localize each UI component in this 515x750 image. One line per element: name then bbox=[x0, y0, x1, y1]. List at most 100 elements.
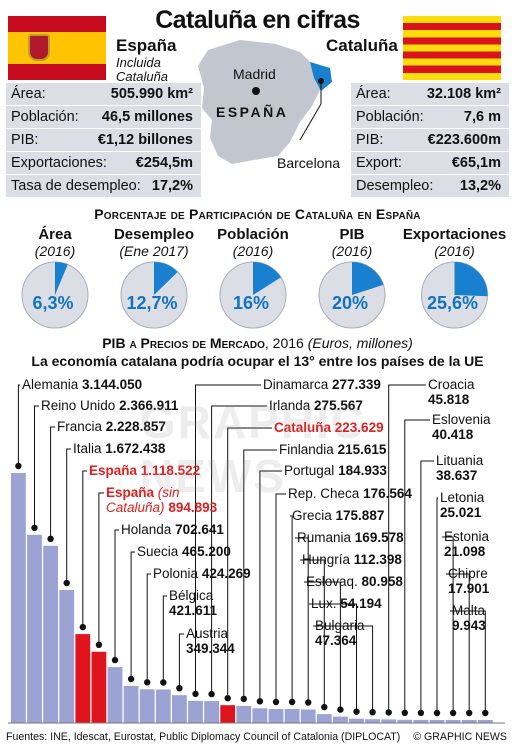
share-year-area: (2016) bbox=[34, 243, 76, 259]
gdp-bar bbox=[284, 709, 300, 723]
label-italia: Italia 1.672.438 bbox=[73, 441, 166, 456]
barcelona-label: Barcelona bbox=[277, 155, 341, 171]
label-espana-sin-cataluna: España (sin Cataluña) 894.893 bbox=[106, 485, 218, 515]
madrid-dot bbox=[252, 87, 260, 95]
share-year-gdp: (2016) bbox=[331, 243, 373, 259]
leader-line bbox=[420, 460, 434, 713]
leader-line bbox=[309, 603, 357, 712]
gdp-bar bbox=[91, 651, 107, 723]
pie-percent-label: 20% bbox=[332, 293, 368, 313]
share-year-population: (2016) bbox=[232, 243, 274, 259]
leader-line bbox=[178, 633, 184, 689]
gdp-bar bbox=[220, 705, 236, 723]
spain-stat-area: Área: 505.990 km² bbox=[6, 83, 201, 105]
leader-line bbox=[313, 625, 374, 713]
gdp-title: PIB a Precios de Mercado, 2016 (Euros, m… bbox=[102, 335, 413, 351]
leader-line bbox=[130, 551, 135, 679]
leader-line bbox=[98, 492, 104, 645]
share-title-population: Población bbox=[217, 226, 289, 243]
gdp-bar bbox=[461, 720, 477, 723]
leader-line bbox=[388, 384, 426, 713]
leader-dot bbox=[192, 690, 199, 698]
gdp-bar bbox=[43, 545, 58, 723]
spain-stat-unemployment: Tasa de desempleo: 17,2% bbox=[6, 175, 201, 197]
share-year-exports: (2016) bbox=[434, 243, 475, 259]
leader-line bbox=[114, 529, 119, 661]
gdp-bar bbox=[236, 705, 252, 723]
pie-slice bbox=[454, 262, 488, 297]
pie-percent-label: 6,3% bbox=[32, 293, 73, 313]
leader-dot bbox=[176, 685, 183, 692]
label-rep-checa: Rep. Checa 176.564 bbox=[288, 486, 412, 501]
spain-subtitle-1: Incluida bbox=[116, 55, 161, 70]
share-title-exports: Exportaciones bbox=[402, 226, 507, 243]
catalonia-stat-area: Área: 32.108 km² bbox=[351, 83, 509, 105]
leader-line bbox=[243, 449, 277, 699]
leader-dot bbox=[160, 679, 167, 686]
gdp-bar bbox=[11, 473, 26, 723]
label-espana: España 1.118.522 bbox=[89, 463, 201, 478]
label-holanda: Holanda 702.641 bbox=[121, 522, 224, 537]
gdp-bar bbox=[107, 667, 123, 723]
gdp-bar bbox=[155, 689, 171, 723]
pie-slice bbox=[253, 262, 281, 295]
leader-line bbox=[436, 497, 438, 713]
page-title: Cataluña en cifras bbox=[155, 6, 360, 34]
leader-dot bbox=[31, 524, 38, 531]
pie-area: 6,3% bbox=[21, 261, 89, 329]
leader-dot bbox=[401, 709, 408, 716]
leader-dot bbox=[449, 709, 457, 717]
catalonia-flag bbox=[403, 16, 501, 80]
leader-dot bbox=[337, 706, 344, 713]
leader-line bbox=[34, 405, 39, 528]
gdp-bar bbox=[75, 634, 91, 723]
label-portugal: Portugal 184.933 bbox=[284, 463, 387, 478]
leader-dot bbox=[208, 690, 215, 698]
leader-line bbox=[211, 405, 267, 695]
espana-label: ESPAÑA bbox=[216, 104, 289, 120]
label-luxemburgo: Lux. 54.194 bbox=[311, 596, 382, 611]
label-austria: Austria 349.344 bbox=[186, 626, 235, 656]
catalonia-stat-gdp: PIB: €223.600m bbox=[351, 129, 509, 151]
leader-dot bbox=[63, 579, 70, 587]
share-year-unemployment: (Ene 2017) bbox=[119, 243, 189, 259]
leader-dot bbox=[482, 709, 489, 717]
gdp-bar bbox=[252, 708, 268, 723]
label-irlanda: Irlanda 275.567 bbox=[269, 398, 363, 413]
leader-dot bbox=[272, 698, 280, 706]
gdp-bar bbox=[397, 719, 413, 723]
gdp-bar bbox=[349, 718, 364, 723]
leader-dot bbox=[256, 698, 264, 705]
spain-stat-gdp: PIB: €1,12 billones bbox=[6, 129, 201, 151]
leader-dot bbox=[224, 695, 231, 702]
share-item-population: Población (2016) 16% bbox=[203, 226, 303, 336]
leader-dot bbox=[144, 679, 151, 686]
pie-population: 16% bbox=[219, 261, 287, 329]
leader-line bbox=[290, 515, 293, 702]
pie-unemployment: 12,7% bbox=[120, 261, 188, 329]
label-polonia: Polonia 424.269 bbox=[153, 566, 251, 581]
spain-subtitle-2: Cataluña bbox=[116, 69, 169, 84]
label-reino-unido: Reino Unido 2.366.911 bbox=[41, 398, 179, 413]
leader-dot bbox=[15, 462, 22, 470]
catalonia-name: Cataluña bbox=[326, 36, 398, 55]
label-dinamarca: Dinamarca 277.339 bbox=[263, 377, 381, 392]
pie-exports: 25,6% bbox=[421, 261, 488, 329]
gdp-bar bbox=[27, 534, 42, 723]
gdp-bar bbox=[381, 719, 397, 723]
leader-dot bbox=[417, 709, 425, 717]
leader-dot bbox=[240, 695, 247, 703]
leader-line bbox=[17, 384, 20, 466]
leader-dot bbox=[127, 675, 135, 683]
leader-line bbox=[66, 448, 71, 583]
label-malta: Malta 9.943 bbox=[452, 603, 486, 633]
share-item-area: Área (2016) 6,3% bbox=[5, 226, 105, 336]
label-francia: Francia 2.228.857 bbox=[57, 419, 166, 434]
gdp-bar bbox=[477, 720, 493, 723]
leader-line bbox=[295, 537, 309, 703]
gdp-bar bbox=[188, 700, 203, 723]
leader-dot bbox=[288, 698, 296, 706]
leader-dot bbox=[95, 641, 103, 648]
label-bulgaria: Bulgaria 47.364 bbox=[315, 618, 365, 648]
